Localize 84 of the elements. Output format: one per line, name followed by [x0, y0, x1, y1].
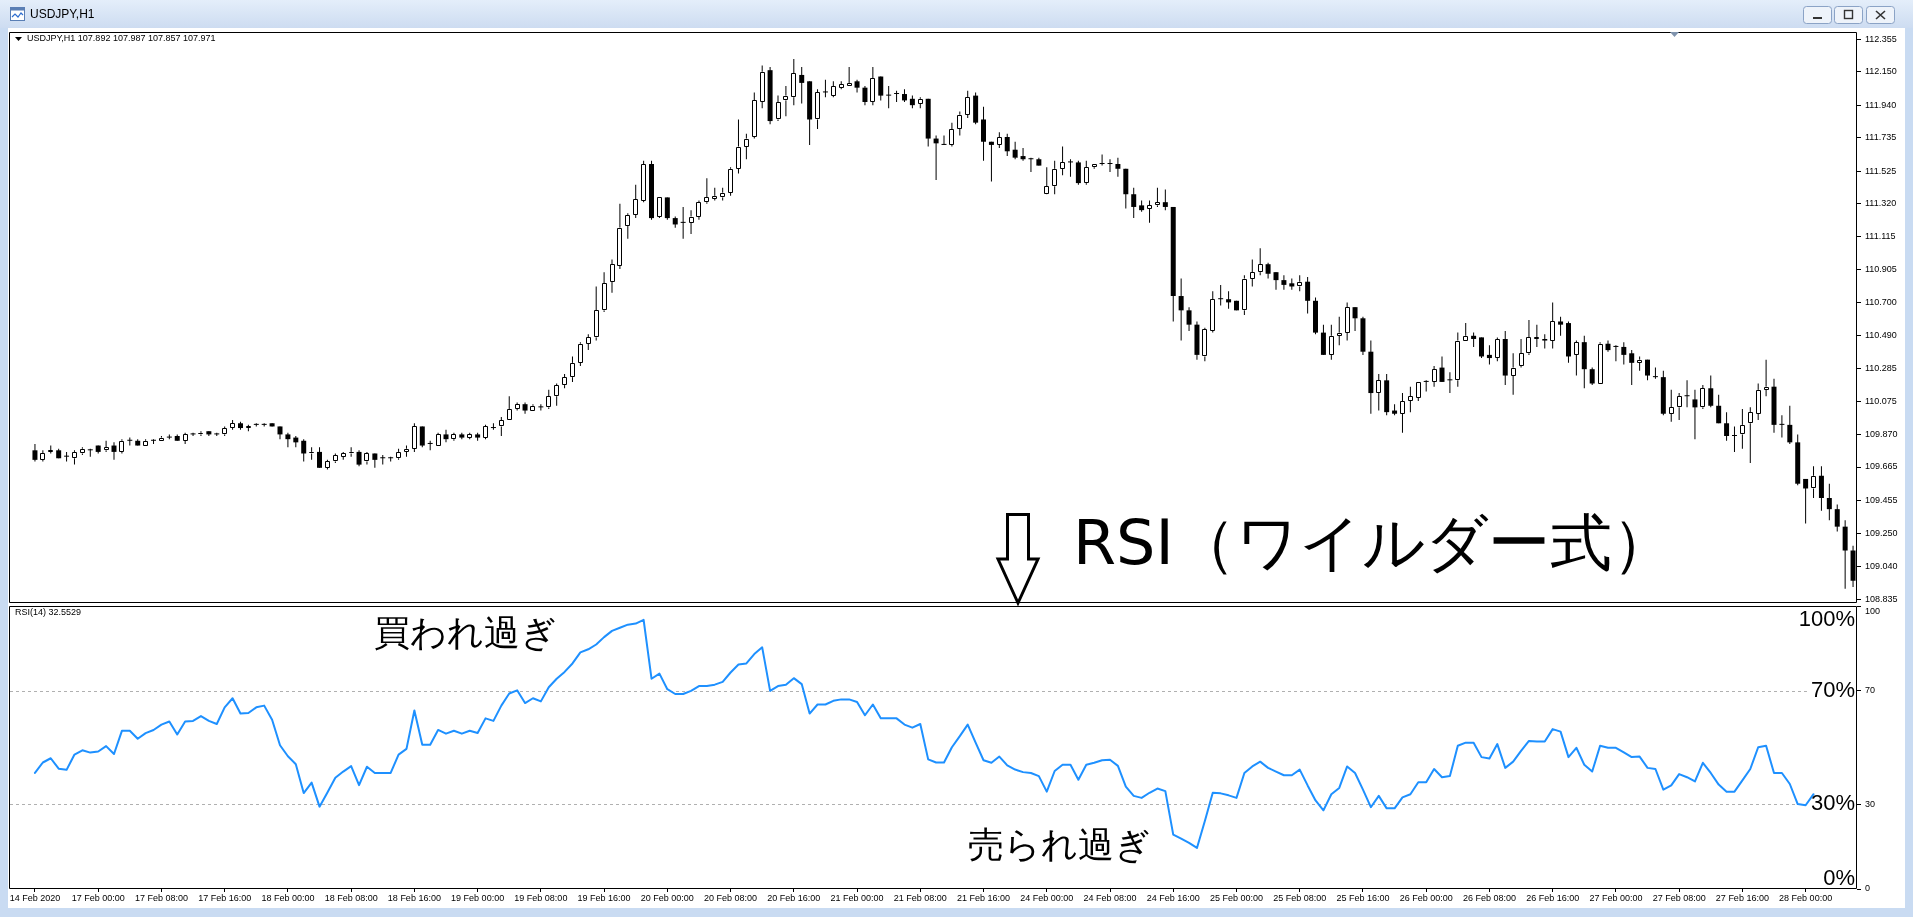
ref-line-label: 30% [1810, 790, 1855, 816]
x-tick-label: 28 Feb 00:00 [1779, 892, 1833, 903]
x-tick-label: 27 Feb 00:00 [1589, 892, 1643, 903]
y-tick-label: 110.905 [1865, 264, 1897, 275]
x-tick-label: 25 Feb 16:00 [1336, 892, 1390, 903]
x-tick-label: 21 Feb 08:00 [893, 892, 947, 903]
x-tick-label: 24 Feb 00:00 [1020, 892, 1074, 903]
y-tick-label: 110.490 [1865, 330, 1897, 341]
x-tick-label: 19 Feb 16:00 [577, 892, 631, 903]
candlestick [680, 206, 686, 239]
y-tick-label: 70 [1865, 685, 1876, 696]
x-tick-label: 17 Feb 00:00 [71, 892, 125, 903]
chart-title: RSI（ワイルダー式） [1073, 506, 1674, 579]
x-tick-label: 27 Feb 16:00 [1715, 892, 1769, 903]
candlestick [988, 141, 994, 182]
chart-title: USDJPY,H1 [30, 7, 95, 21]
y-tick-label: 111.525 [1865, 165, 1897, 176]
y-tick-label: 0 [1865, 883, 1871, 894]
y-tick-label: 30 [1865, 798, 1876, 809]
candlestick [1423, 380, 1429, 392]
x-tick-label: 24 Feb 08:00 [1083, 892, 1137, 903]
chart-subtitle: RSI(14) 32.5529 [15, 607, 82, 618]
candlestick [1542, 334, 1548, 349]
candlestick [1534, 324, 1539, 347]
chart-subtitle: USDJPY,H1 107.892 107.987 107.857 107.971 [27, 33, 216, 44]
x-tick-label: 18 Feb 00:00 [261, 892, 315, 903]
candlestick [538, 404, 544, 411]
x-tick-label: 24 Feb 16:00 [1146, 892, 1200, 903]
y-tick-label: 110.075 [1865, 396, 1897, 407]
candlestick [1652, 367, 1658, 379]
candlestick [1107, 159, 1113, 172]
y-tick-label: 109.250 [1865, 527, 1898, 538]
annotation: 買われ過ぎ [374, 611, 558, 653]
candlestick [1684, 380, 1690, 408]
y-tick-label: 112.355 [1865, 33, 1897, 44]
annotation: 0% [1823, 864, 1855, 890]
x-tick-label: 25 Feb 00:00 [1209, 892, 1263, 903]
x-tick-label: 19 Feb 08:00 [514, 892, 568, 903]
x-tick-label: 19 Feb 00:00 [451, 892, 505, 903]
annotation: 100% [1798, 606, 1855, 632]
y-tick-label: 110.700 [1865, 296, 1897, 307]
ref-line-label: 70% [1810, 676, 1855, 702]
x-tick-label: 20 Feb 08:00 [704, 892, 758, 903]
x-tick-label: 25 Feb 08:00 [1273, 892, 1327, 903]
y-tick-label: 108.835 [1865, 593, 1898, 604]
candlestick [941, 135, 947, 145]
x-tick-label: 21 Feb 16:00 [957, 892, 1011, 903]
candlestick [822, 79, 828, 98]
y-tick-label: 111.940 [1865, 99, 1897, 110]
x-tick-label: 26 Feb 16:00 [1526, 892, 1580, 903]
y-tick-label: 111.320 [1865, 198, 1897, 209]
y-tick-label: 100 [1865, 606, 1881, 617]
candlestick [1779, 415, 1785, 438]
candlestick [1099, 154, 1105, 166]
candlestick [894, 90, 900, 102]
x-tick-label: 17 Feb 08:00 [134, 892, 188, 903]
y-tick-label: 109.455 [1865, 494, 1898, 505]
x-tick-label: 20 Feb 00:00 [640, 892, 694, 903]
candlestick [1218, 284, 1224, 306]
candlestick [490, 423, 496, 430]
annotation: 売られ過ぎ [967, 823, 1151, 865]
candlestick [1067, 159, 1073, 177]
y-tick-label: 112.150 [1865, 66, 1897, 77]
y-tick-label: 111.115 [1865, 230, 1896, 241]
candlestick [1613, 345, 1619, 362]
x-tick-label: 21 Feb 00:00 [830, 892, 884, 903]
x-tick-label: 20 Feb 16:00 [767, 892, 821, 903]
x-tick-label: 27 Feb 08:00 [1652, 892, 1706, 903]
candlestick [886, 86, 892, 109]
x-tick-label: 26 Feb 08:00 [1462, 892, 1516, 903]
x-tick-label: 18 Feb 16:00 [387, 892, 441, 903]
x-tick-label: 18 Feb 08:00 [324, 892, 378, 903]
candlestick [1447, 372, 1453, 394]
y-tick-label: 109.040 [1865, 560, 1898, 571]
x-tick-label: 17 Feb 16:00 [198, 892, 252, 903]
y-tick-label: 109.665 [1865, 461, 1898, 472]
candlestick [1028, 157, 1034, 172]
x-tick-label: 26 Feb 00:00 [1399, 892, 1453, 903]
y-tick-label: 109.870 [1865, 428, 1898, 439]
y-tick-label: 111.735 [1865, 132, 1897, 143]
candlestick [1731, 426, 1737, 452]
candlestick [380, 455, 386, 465]
y-tick-label: 110.285 [1865, 362, 1897, 373]
x-tick-label: 14 Feb 2020 [9, 892, 61, 903]
